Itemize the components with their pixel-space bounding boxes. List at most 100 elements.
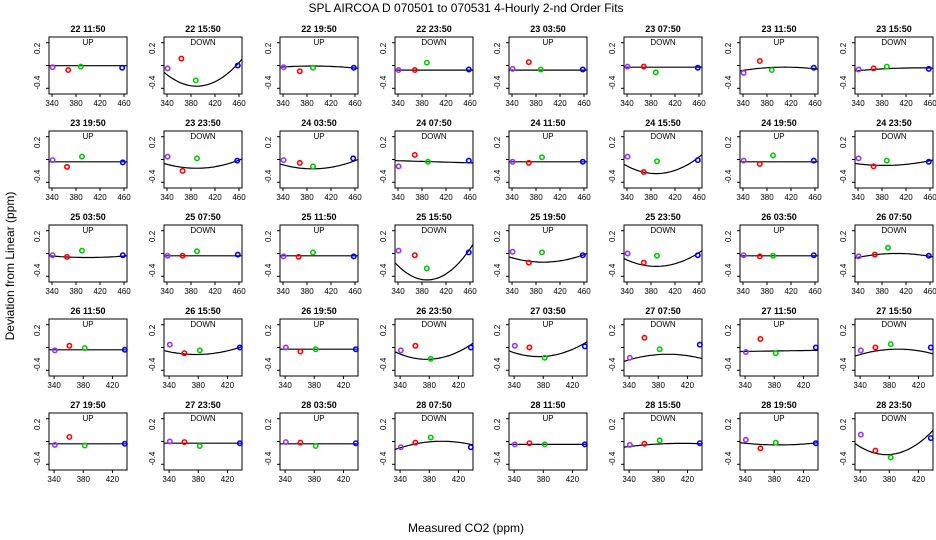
x-tick-label: 340 — [738, 475, 752, 484]
data-point-blue — [812, 440, 819, 447]
data-point-purple — [49, 157, 56, 164]
x-tick-label: 340 — [851, 99, 865, 108]
data-point-green — [768, 67, 775, 74]
panel-title: 27 23:50 — [185, 400, 221, 410]
panel-title: 28 19:50 — [761, 400, 797, 410]
panel-direction: UP — [773, 226, 784, 235]
panel: 22 11:50 UP 0.2 -0.4 340 380 420 460 — [33, 24, 131, 108]
data-point-purple — [49, 64, 56, 71]
data-point-green — [424, 158, 431, 165]
data-point-blue — [352, 346, 359, 353]
x-tick-label: 420 — [553, 287, 567, 296]
panel: 23 03:50 UP 0.2 -0.4 340 380 420 460 — [493, 24, 591, 108]
data-point-green — [541, 354, 548, 361]
x-tick-label: 420 — [797, 475, 811, 484]
panel-title: 27 19:50 — [70, 400, 106, 410]
data-point-red — [412, 439, 419, 446]
data-point-red — [640, 259, 647, 266]
y-tick-label: 0.2 — [608, 418, 617, 430]
y-tick-label: -0.4 — [724, 75, 733, 89]
data-point-green — [769, 152, 776, 159]
data-point-blue — [927, 344, 934, 351]
panel-direction: DOWN — [650, 132, 676, 141]
x-tick-label: 380 — [883, 475, 897, 484]
data-point-red — [525, 59, 532, 66]
fit-curve — [394, 342, 474, 360]
data-point-purple — [164, 252, 171, 259]
panel-title: 28 15:50 — [645, 400, 681, 410]
panel: 26 07:50 DOWN 0.2 -0.4 340 380 420 460 — [839, 212, 936, 296]
x-tick-label: 380 — [184, 193, 198, 202]
data-point-blue — [579, 158, 586, 165]
y-tick-label: 0.2 — [724, 324, 733, 336]
data-point-green — [81, 345, 88, 352]
fit-curve — [508, 252, 588, 263]
x-tick-label: 380 — [415, 287, 429, 296]
x-tick-label: 380 — [423, 475, 437, 484]
y-tick-label: -0.4 — [148, 357, 157, 371]
data-point-green — [537, 66, 544, 73]
y-tick-label: 0.2 — [33, 324, 42, 336]
data-point-purple — [742, 436, 749, 443]
panel-direction: UP — [773, 38, 784, 47]
panel-direction: DOWN — [881, 132, 907, 141]
x-tick-label: 380 — [529, 193, 543, 202]
data-point-red — [296, 68, 303, 75]
data-point-red — [757, 335, 764, 342]
x-tick-label: 420 — [93, 99, 107, 108]
panel-title: 27 11:50 — [761, 306, 796, 316]
panel-direction: DOWN — [421, 320, 447, 329]
panel-direction: UP — [542, 132, 553, 141]
y-tick-label: 0.2 — [264, 324, 273, 336]
y-tick-label: -0.4 — [379, 451, 388, 465]
x-tick-label: 340 — [162, 475, 176, 484]
y-tick-label: 0.2 — [148, 136, 157, 148]
y-tick-label: -0.4 — [724, 451, 733, 465]
fit-curve — [739, 66, 819, 72]
panel: 24 03:50 UP 0.2 -0.4 340 380 420 460 — [264, 118, 362, 202]
x-tick-label: 420 — [553, 99, 567, 108]
data-point-green — [309, 64, 316, 71]
data-point-red — [181, 439, 188, 446]
x-tick-label: 460 — [117, 287, 131, 296]
x-tick-label: 420 — [452, 381, 466, 390]
data-point-blue — [119, 252, 126, 259]
x-tick-label: 460 — [923, 287, 936, 296]
x-tick-label: 460 — [348, 99, 362, 108]
x-tick-label: 420 — [324, 99, 338, 108]
data-point-red — [64, 163, 71, 170]
x-tick-label: 460 — [463, 287, 477, 296]
panel-title: 26 15:50 — [185, 306, 221, 316]
x-tick-label: 420 — [452, 475, 466, 484]
y-tick-label: -0.4 — [493, 75, 502, 89]
panel: 25 23:50 DOWN 0.2 -0.4 340 380 420 460 — [608, 212, 706, 296]
data-point-blue — [694, 252, 701, 259]
y-tick-label: 0.2 — [724, 42, 733, 54]
y-tick-label: -0.4 — [839, 263, 848, 277]
panel-direction: UP — [773, 132, 784, 141]
data-point-green — [194, 248, 201, 255]
fit-curve — [279, 65, 359, 69]
x-tick-label: 380 — [423, 381, 437, 390]
panel-title: 28 11:50 — [530, 400, 565, 410]
fit-curve — [740, 349, 818, 353]
data-point-red — [870, 65, 877, 72]
x-tick-label: 380 — [537, 381, 551, 390]
data-point-green — [77, 63, 84, 70]
panel-title: 24 15:50 — [645, 118, 681, 128]
x-tick-label: 380 — [308, 475, 322, 484]
data-point-green — [653, 252, 660, 259]
x-tick-label: 340 — [505, 193, 519, 202]
panel-title: 25 03:50 — [70, 212, 106, 222]
panel-direction: DOWN — [190, 414, 216, 423]
panel-direction: DOWN — [650, 320, 676, 329]
data-point-purple — [280, 64, 287, 71]
panel: 27 11:50 UP 0.2 -0.4 340 380 420 — [724, 306, 819, 390]
data-point-blue — [812, 344, 819, 351]
fit-curve — [854, 252, 934, 259]
y-tick-label: 0.2 — [839, 324, 848, 336]
data-point-purple — [51, 347, 58, 354]
data-point-blue — [810, 157, 817, 164]
x-tick-label: 380 — [77, 475, 91, 484]
